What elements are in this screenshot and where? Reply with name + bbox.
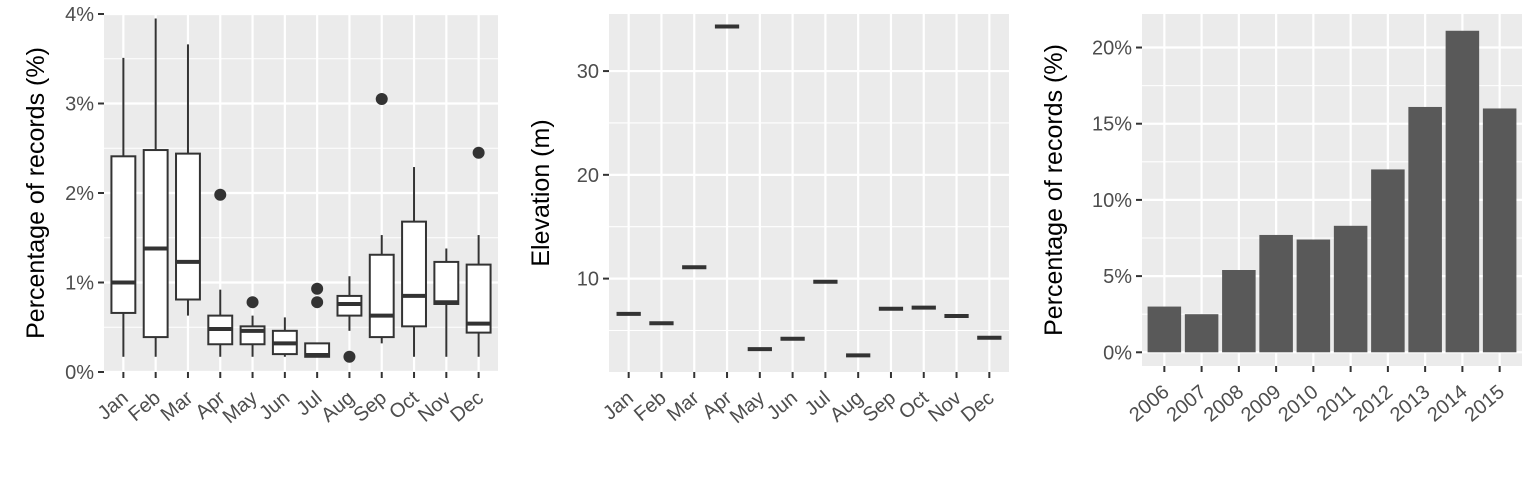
x-tick-label: 2014 — [1423, 381, 1471, 426]
x-tick-label: 2010 — [1274, 381, 1322, 426]
y-tick-label: 5% — [1103, 266, 1132, 288]
x-tick-label: 2013 — [1386, 381, 1434, 426]
x-tick-label: 2006 — [1125, 381, 1173, 426]
box-mar — [175, 44, 201, 316]
box-jun — [271, 317, 298, 357]
x-tick-label: 2012 — [1349, 381, 1397, 426]
bar-2011 — [1333, 225, 1368, 353]
x-tick-label: 2015 — [1461, 381, 1509, 426]
box-feb — [142, 18, 169, 357]
bar-2007 — [1184, 314, 1219, 353]
box-jul — [304, 282, 331, 358]
x-tick-label: Oct — [385, 387, 423, 424]
outlier-point — [214, 188, 227, 201]
x-tick-label: Jan — [599, 387, 638, 425]
y-tick-label: 0% — [1103, 342, 1132, 364]
outlier-point — [343, 350, 356, 363]
bar-2006 — [1147, 306, 1182, 353]
bar-2012 — [1371, 169, 1405, 353]
box-body — [110, 155, 137, 314]
panel-2-y-axis: 10 20 30 — [577, 61, 609, 291]
box-apr — [207, 188, 234, 357]
box-body — [368, 253, 395, 339]
bar-2008 — [1222, 270, 1256, 353]
x-tick-label: 2007 — [1163, 381, 1211, 426]
y-tick-label: 10 — [577, 269, 599, 291]
panel-2-grid — [609, 14, 1009, 372]
box-body — [175, 152, 201, 301]
bar-2014 — [1445, 30, 1480, 353]
panel-2-marks — [616, 24, 1002, 358]
y-tick-label: 15% — [1092, 114, 1132, 136]
x-tick-label: Dec — [446, 387, 487, 427]
box-body — [433, 260, 460, 305]
y-tick-label: 20 — [577, 165, 599, 187]
y-tick-label: 2% — [65, 183, 94, 205]
panel-3-y-axis-title: Percentage of records (%) — [1040, 44, 1068, 336]
yearly-percentage-bar-chart: 0%5%10%15%20% 20062007200820092010201120… — [1040, 14, 1522, 426]
panel-1-y-axis: 0% 1% 2% 3% 4% — [65, 4, 104, 384]
box-body — [465, 263, 492, 334]
y-tick-label: 30 — [577, 61, 599, 83]
outlier-point — [311, 282, 324, 295]
box-nov — [433, 248, 460, 357]
y-tick-label: 3% — [65, 94, 94, 116]
x-tick-label: 2008 — [1200, 381, 1248, 426]
panel-1-marks — [110, 18, 492, 363]
box-may — [239, 296, 266, 357]
y-tick-label: 4% — [65, 4, 94, 26]
box-body — [142, 149, 169, 339]
box-sep — [368, 93, 395, 344]
monthly-percentage-boxplot: 0% 1% 2% 3% 4% JanFebMarAprMayJunJulAugSepOc… — [22, 4, 498, 428]
y-tick-label: 10% — [1092, 190, 1132, 212]
x-tick-label: Dec — [957, 387, 998, 427]
box-aug — [336, 276, 363, 363]
box-oct — [401, 167, 427, 357]
panel-2-background — [609, 14, 1009, 372]
x-tick-label: 2009 — [1237, 381, 1285, 426]
box-body — [401, 220, 427, 328]
outlier-point — [311, 296, 324, 309]
y-tick-label: 1% — [65, 273, 94, 295]
x-tick-label: Oct — [895, 387, 933, 424]
outlier-point — [375, 93, 388, 106]
bar-2015 — [1482, 108, 1517, 353]
x-tick-label: Jun — [763, 387, 802, 425]
panel-1-y-axis-title: Percentage of records (%) — [22, 47, 50, 339]
panel-3-y-axis: 0% 5% 10% 15% 20% — [1092, 38, 1142, 364]
bar-2009 — [1259, 234, 1293, 353]
box-dec — [465, 146, 492, 357]
panel-3-marks — [1147, 30, 1517, 353]
outlier-point — [246, 296, 259, 309]
y-tick-label: 20% — [1092, 38, 1132, 60]
panel-2-y-axis-title: Elevation (m) — [527, 119, 555, 266]
y-tick-label: 0% — [65, 362, 94, 384]
bar-2010 — [1296, 239, 1331, 353]
x-tick-label: Jun — [255, 387, 294, 425]
bar-2013 — [1408, 106, 1442, 353]
x-tick-label: 2011 — [1313, 381, 1360, 426]
outlier-point — [472, 146, 485, 159]
x-tick-label: Jan — [94, 387, 133, 425]
box-jan — [110, 57, 137, 357]
